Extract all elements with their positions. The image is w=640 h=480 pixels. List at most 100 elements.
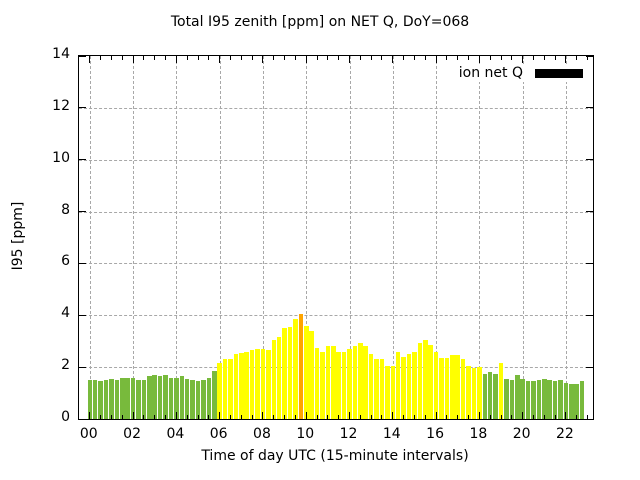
- tick-mark: [327, 415, 329, 419]
- tick-mark: [79, 107, 86, 109]
- tick-mark: [79, 211, 86, 213]
- tick-mark: [305, 412, 307, 419]
- bar: [574, 384, 580, 419]
- tick-mark: [219, 56, 221, 63]
- tick-mark: [143, 415, 145, 419]
- tick-mark: [565, 412, 567, 419]
- tick-mark: [424, 56, 426, 60]
- tick-mark: [132, 56, 134, 63]
- bar: [233, 354, 239, 419]
- gridline-horizontal: [79, 263, 593, 265]
- tick-mark: [338, 56, 340, 60]
- tick-mark: [121, 415, 123, 419]
- tick-mark: [262, 56, 264, 63]
- gridline-horizontal: [79, 367, 593, 369]
- tick-mark: [500, 56, 502, 60]
- bar: [244, 351, 249, 419]
- tick-mark: [208, 56, 210, 60]
- x-axis-label: Time of day UTC (15-minute intervals): [201, 448, 469, 464]
- bar: [542, 378, 547, 419]
- tick-mark: [273, 56, 275, 60]
- bar: [450, 355, 455, 419]
- gridline-vertical: [392, 56, 394, 419]
- bar: [482, 373, 488, 419]
- tick-mark: [586, 159, 593, 161]
- tick-mark: [543, 56, 545, 60]
- tick-mark: [370, 56, 372, 60]
- bar: [163, 374, 168, 419]
- tick-mark: [478, 412, 480, 419]
- bar: [498, 363, 504, 419]
- bar: [395, 351, 401, 419]
- bar: [103, 380, 109, 419]
- x-tick-label: 10: [296, 426, 315, 442]
- bar: [120, 377, 125, 419]
- y-tick-label: 6: [61, 253, 70, 270]
- bar: [217, 363, 222, 419]
- tick-mark: [240, 415, 242, 419]
- legend-label: ion net Q: [458, 65, 523, 81]
- tick-mark: [175, 412, 177, 419]
- bar: [374, 359, 379, 419]
- bar: [125, 377, 130, 419]
- bar: [493, 373, 498, 419]
- tick-mark: [522, 56, 524, 63]
- tick-mark: [435, 56, 437, 63]
- tick-mark: [251, 415, 253, 419]
- bar: [260, 349, 266, 419]
- bar: [347, 349, 352, 419]
- tick-mark: [511, 56, 513, 60]
- tick-mark: [154, 56, 156, 60]
- bar: [358, 342, 363, 419]
- gridline-vertical: [176, 56, 178, 419]
- gridline-vertical: [479, 56, 481, 419]
- tick-mark: [262, 412, 264, 419]
- tick-mark: [110, 56, 112, 60]
- tick-mark: [143, 56, 145, 60]
- bar: [201, 380, 206, 419]
- gridline-vertical: [262, 56, 264, 419]
- y-axis-label: I95 [ppm]: [10, 201, 26, 271]
- tick-mark: [305, 56, 307, 63]
- bar: [152, 374, 157, 419]
- x-tick-label: 18: [469, 426, 488, 442]
- y-tick-label: 4: [61, 305, 70, 322]
- tick-mark: [576, 415, 578, 419]
- bar: [401, 356, 406, 419]
- tick-mark: [327, 56, 329, 60]
- x-tick-label: 12: [339, 426, 358, 442]
- y-tick-label: 12: [52, 97, 70, 114]
- bar: [385, 365, 390, 419]
- tick-mark: [219, 412, 221, 419]
- bar: [531, 381, 536, 419]
- tick-mark: [392, 56, 394, 63]
- x-tick-label: 04: [166, 426, 185, 442]
- x-tick-label: 20: [512, 426, 531, 442]
- bar: [477, 367, 482, 419]
- bar: [87, 380, 93, 419]
- gridline-vertical: [133, 56, 135, 419]
- tick-mark: [229, 56, 231, 60]
- gridline-vertical: [522, 56, 524, 419]
- bar: [579, 381, 585, 419]
- tick-mark: [565, 56, 567, 63]
- bar: [428, 345, 433, 419]
- gridline-vertical: [436, 56, 438, 419]
- tick-mark: [586, 107, 593, 109]
- bar: [190, 380, 195, 419]
- bar: [536, 380, 542, 419]
- y-tick-label: 10: [52, 149, 70, 166]
- bar: [444, 358, 450, 419]
- tick-mark: [100, 56, 102, 60]
- x-tick-label: 08: [253, 426, 271, 442]
- bar: [471, 368, 477, 419]
- bar: [331, 346, 336, 419]
- tick-mark: [403, 415, 405, 419]
- tick-mark: [197, 56, 199, 60]
- tick-mark: [500, 415, 502, 419]
- bar: [379, 359, 385, 419]
- tick-mark: [100, 415, 102, 419]
- tick-mark: [79, 55, 86, 57]
- tick-mark: [338, 415, 340, 419]
- tick-mark: [587, 415, 589, 419]
